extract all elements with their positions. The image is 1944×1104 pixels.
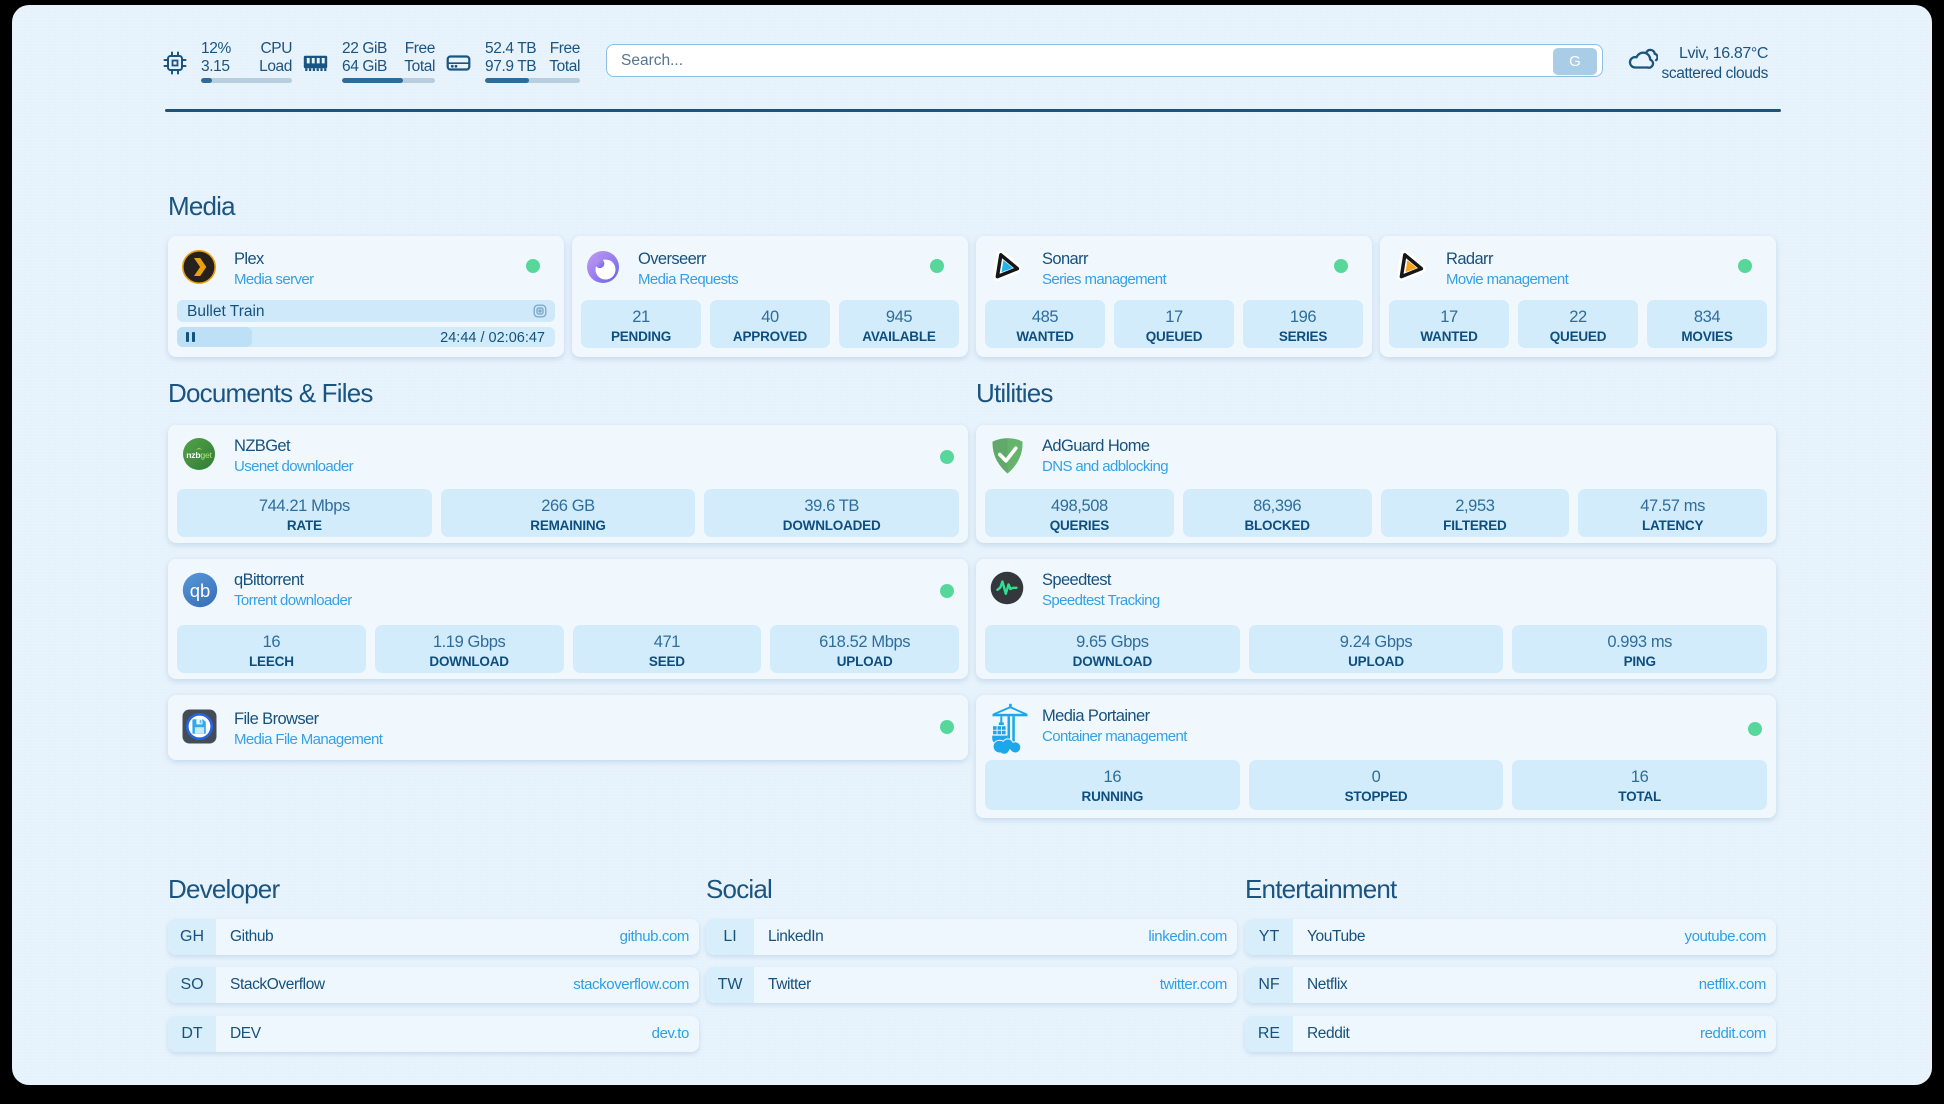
svg-text:qb: qb [190,580,211,601]
svg-text:nzbget: nzbget [186,450,212,460]
